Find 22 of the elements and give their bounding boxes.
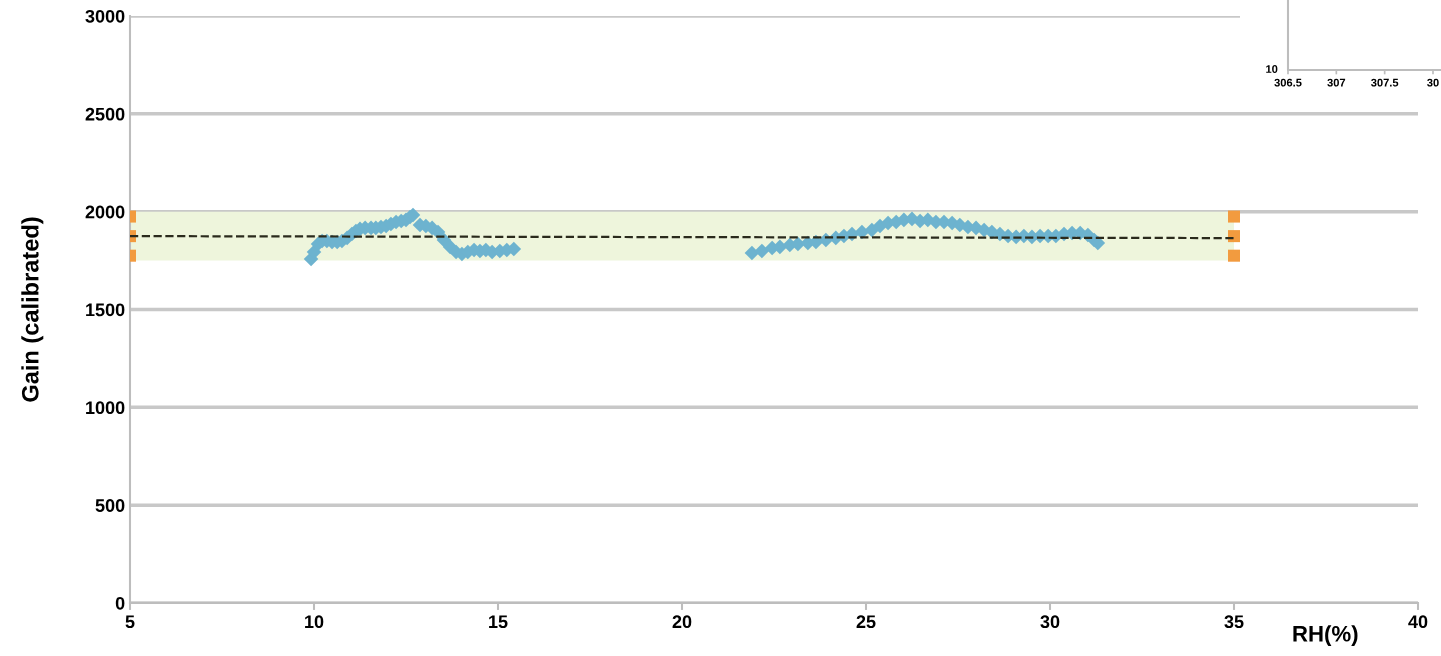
- x-tick-label: 10: [305, 615, 324, 629]
- text: 30: [1427, 78, 1439, 87]
- x-tick-label: 20: [672, 615, 692, 629]
- y-tick-label: 0: [115, 596, 125, 610]
- x-tick-label: 5: [125, 615, 135, 629]
- annotation: 307: [1327, 78, 1346, 87]
- x-tick-label: 15: [489, 615, 508, 629]
- x-tick-label: 25: [856, 615, 876, 629]
- annotation: 10: [1266, 65, 1278, 73]
- y-tick-label: 2000: [85, 205, 125, 219]
- y-tick-label: 500: [95, 499, 125, 512]
- annotation: 307.5: [1371, 78, 1399, 87]
- y-axis-title: Gain (calibrated): [21, 217, 44, 402]
- x-tick-label: 35: [1224, 615, 1244, 629]
- y-tick-label: 3000: [85, 9, 125, 23]
- x-tick-label: 30: [1040, 615, 1060, 629]
- y-tick-label: 1500: [86, 303, 125, 317]
- x-tick-label: 40: [1408, 615, 1428, 629]
- x-axis-title: RH(%): [1293, 625, 1358, 647]
- y-tick-label: 2500: [85, 107, 125, 121]
- y-tick-label: 1000: [86, 401, 125, 415]
- annotation: 306.5: [1274, 78, 1302, 87]
